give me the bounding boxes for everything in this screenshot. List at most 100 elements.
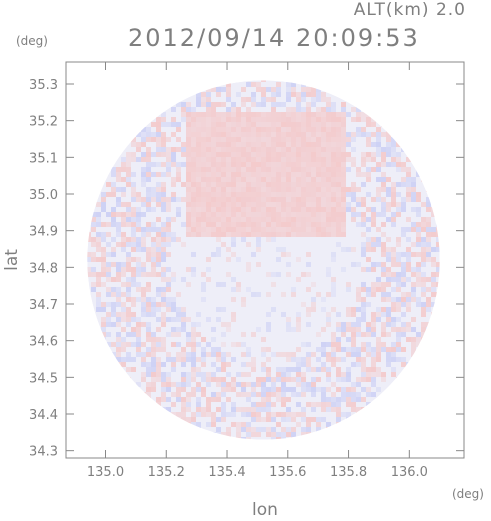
heatmap-cell <box>221 127 226 132</box>
heatmap-cell <box>131 272 136 277</box>
heatmap-cell <box>246 442 251 447</box>
heatmap-cell <box>146 227 151 232</box>
heatmap-cell <box>331 192 336 197</box>
y-tick-label: 34.8 <box>29 261 58 276</box>
heatmap-cell <box>96 302 101 307</box>
heatmap-cell <box>191 422 196 427</box>
heatmap-cell <box>241 157 246 162</box>
heatmap-cell <box>311 402 316 407</box>
heatmap-cell <box>241 162 246 167</box>
heatmap-cell <box>181 117 186 122</box>
heatmap-cell <box>191 197 196 202</box>
heatmap-cell <box>271 402 276 407</box>
heatmap-cell <box>116 197 121 202</box>
heatmap-cell <box>236 157 241 162</box>
heatmap-cell <box>136 342 141 347</box>
heatmap-cell <box>206 117 211 122</box>
heatmap-cell <box>191 217 196 222</box>
heatmap-cell <box>306 367 311 372</box>
heatmap-cell <box>196 182 201 187</box>
heatmap-cell <box>196 397 201 402</box>
heatmap-cell <box>116 262 121 267</box>
heatmap-cell <box>361 412 366 417</box>
heatmap-cell <box>91 222 96 227</box>
heatmap-cell <box>181 352 186 357</box>
heatmap-cell <box>366 352 371 357</box>
heatmap-cell <box>316 347 321 352</box>
heatmap-cell <box>431 322 436 327</box>
heatmap-cell <box>141 352 146 357</box>
heatmap-cell <box>261 177 266 182</box>
heatmap-cell <box>256 87 261 92</box>
heatmap-cell <box>376 402 381 407</box>
heatmap-cell <box>236 282 241 287</box>
heatmap-cell <box>201 117 206 122</box>
heatmap-cell <box>326 402 331 407</box>
heatmap-cell <box>231 152 236 157</box>
heatmap-cell <box>431 302 436 307</box>
heatmap-cell <box>126 162 131 167</box>
heatmap-cell <box>246 412 251 417</box>
heatmap-cell <box>176 352 181 357</box>
heatmap-cell <box>396 162 401 167</box>
heatmap-cell <box>281 402 286 407</box>
heatmap-cell <box>216 357 221 362</box>
heatmap-cell <box>211 327 216 332</box>
heatmap-cell <box>306 212 311 217</box>
y-tick-label: 35.0 <box>29 188 58 203</box>
heatmap-cell <box>351 362 356 367</box>
heatmap-cell <box>201 132 206 137</box>
heatmap-cell <box>87 272 91 277</box>
heatmap-cell <box>171 327 176 332</box>
heatmap-cell <box>126 297 131 302</box>
heatmap-cell <box>286 182 291 187</box>
heatmap-cell <box>366 332 371 337</box>
heatmap-cell <box>161 302 166 307</box>
heatmap-cell <box>271 127 276 132</box>
heatmap-cell <box>141 167 146 172</box>
heatmap-cell <box>381 157 386 162</box>
x-tick-label: 135.2 <box>148 465 185 480</box>
heatmap-cell <box>421 337 426 342</box>
heatmap-cell <box>411 157 416 162</box>
heatmap-cell <box>231 192 236 197</box>
heatmap-cell <box>111 247 116 252</box>
heatmap-cell <box>346 157 351 162</box>
heatmap-cell <box>336 417 341 422</box>
heatmap-cell <box>121 272 126 277</box>
heatmap-cell <box>306 232 311 237</box>
heatmap-cell <box>256 227 261 232</box>
heatmap-cell <box>296 102 301 107</box>
heatmap-cell <box>341 347 346 352</box>
heatmap-cell <box>261 352 266 357</box>
heatmap-cell <box>316 402 321 407</box>
heatmap-cell <box>276 162 281 167</box>
heatmap-cell <box>106 252 111 257</box>
heatmap-cell <box>271 392 276 397</box>
heatmap-cell <box>221 87 226 92</box>
heatmap-cell <box>176 167 181 172</box>
heatmap-cell <box>256 237 261 242</box>
heatmap-cell <box>166 277 171 282</box>
heatmap-cell <box>371 242 376 247</box>
heatmap-cell <box>131 367 136 372</box>
heatmap-cell <box>166 267 171 272</box>
heatmap-cell <box>341 177 346 182</box>
heatmap-cell <box>261 442 266 447</box>
heatmap-cell <box>186 282 191 287</box>
heatmap-cell <box>261 187 266 192</box>
heatmap-cell <box>336 242 341 247</box>
heatmap-cell <box>201 352 206 357</box>
heatmap-cell <box>376 192 381 197</box>
heatmap-cell <box>216 192 221 197</box>
heatmap-cell <box>186 222 191 227</box>
heatmap-cell <box>271 142 276 147</box>
heatmap-cell <box>116 277 121 282</box>
heatmap-cell <box>191 212 196 217</box>
heatmap-cell <box>256 222 261 227</box>
heatmap-cell <box>386 247 391 252</box>
heatmap-cell <box>236 127 241 132</box>
heatmap-cell <box>306 432 311 437</box>
heatmap-cell <box>241 427 246 432</box>
heatmap-cell <box>421 347 426 352</box>
